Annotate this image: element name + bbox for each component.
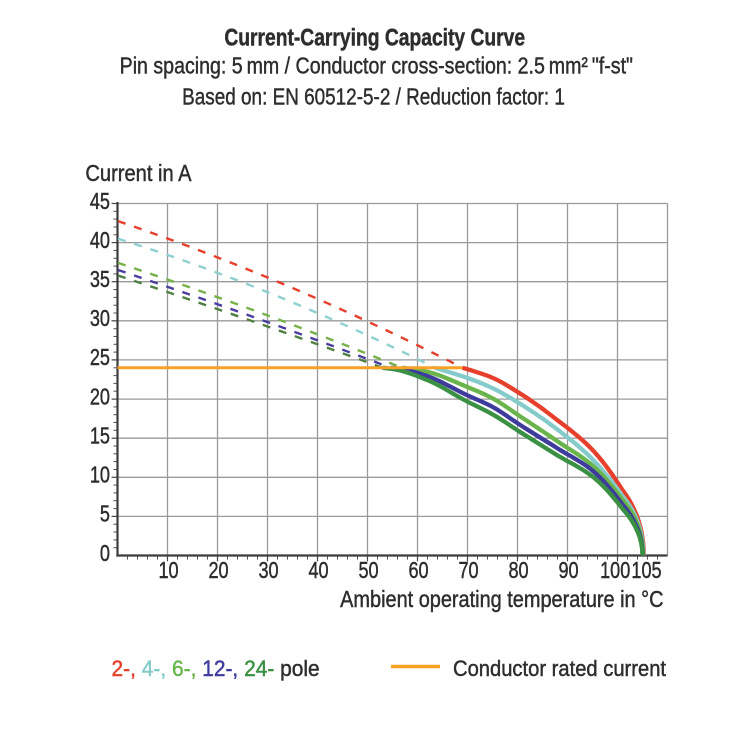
svg-text:Current in A: Current in A: [85, 160, 192, 187]
svg-text:100: 100: [600, 558, 630, 584]
svg-text:5: 5: [100, 502, 110, 528]
svg-text:Ambient operating temperature: Ambient operating temperature in °C: [340, 585, 663, 612]
svg-text:10: 10: [90, 462, 110, 488]
svg-text:0: 0: [100, 541, 110, 567]
svg-text:35: 35: [90, 267, 110, 293]
svg-text:25: 25: [90, 345, 110, 371]
svg-text:45: 45: [90, 189, 110, 215]
svg-text:10: 10: [158, 558, 178, 584]
svg-text:80: 80: [508, 558, 528, 584]
svg-text:Current-Carrying Capacity Curv: Current-Carrying Capacity Curve: [224, 23, 525, 51]
svg-text:Pin spacing: 5 mm / Conductor: Pin spacing: 5 mm / Conductor cross-sect…: [120, 52, 633, 79]
svg-text:20: 20: [208, 558, 228, 584]
svg-text:50: 50: [358, 558, 378, 584]
svg-text:70: 70: [458, 558, 478, 584]
svg-text:90: 90: [558, 558, 578, 584]
svg-text:Conductor rated current: Conductor rated current: [453, 656, 666, 681]
svg-text:105: 105: [631, 558, 661, 584]
svg-text:20: 20: [90, 384, 110, 410]
svg-text:15: 15: [90, 423, 110, 449]
svg-text:40: 40: [90, 228, 110, 254]
svg-text:60: 60: [408, 558, 428, 584]
svg-text:30: 30: [258, 558, 278, 584]
svg-text:30: 30: [90, 306, 110, 332]
svg-text:Based on: EN 60512-5-2 / Reduc: Based on: EN 60512-5-2 / Reduction facto…: [182, 84, 565, 110]
svg-text:2-, 4-, 6-, 12-, 24- pole: 2-, 4-, 6-, 12-, 24- pole: [112, 655, 320, 681]
svg-text:40: 40: [308, 558, 328, 584]
